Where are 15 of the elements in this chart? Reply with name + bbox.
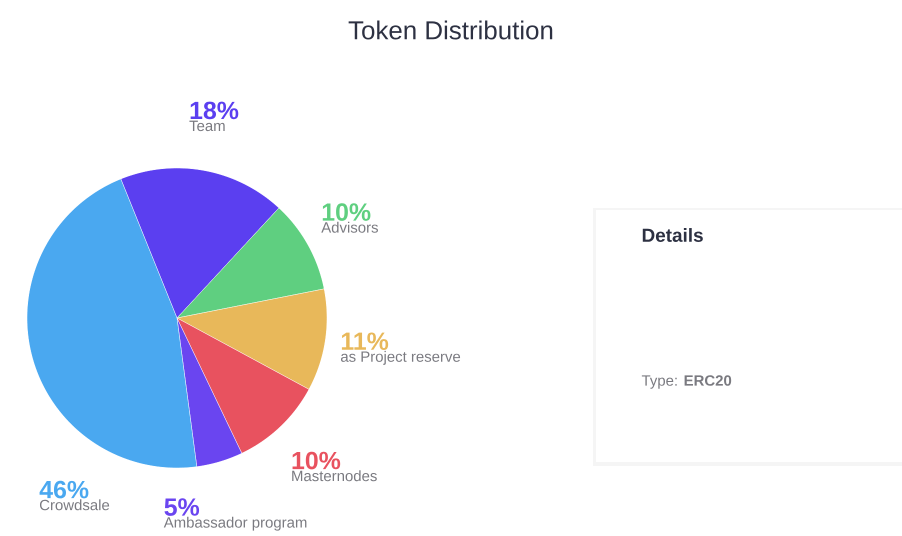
text: Type: ERC20: [642, 375, 732, 389]
slice-label: Masternodes: [292, 470, 377, 482]
chart-title: Token Distribution: [348, 20, 552, 40]
data-label: 10%: [292, 452, 340, 470]
text: Details: [642, 228, 703, 242]
slice-label: Ambassador program: [164, 516, 306, 531]
slice-label: Team: [189, 120, 225, 132]
data-label: 18%: [190, 102, 238, 120]
data-label: 46%: [40, 480, 88, 498]
slice-label: Crowdsale: [40, 499, 110, 510]
slice-label: as Project reserve: [340, 350, 460, 365]
data-label: 5%: [164, 498, 200, 516]
slice-label: Advisors: [321, 222, 378, 233]
data-label: 11%: [342, 332, 388, 350]
data-label: 10%: [322, 203, 370, 221]
